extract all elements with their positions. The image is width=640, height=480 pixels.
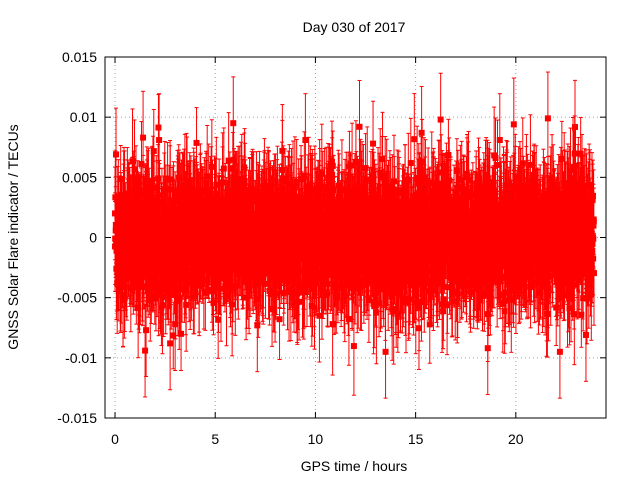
data-point — [133, 267, 140, 274]
data-point — [293, 178, 300, 185]
data-point — [280, 175, 287, 182]
data-point — [129, 158, 136, 165]
data-point — [219, 179, 226, 186]
data-point — [160, 293, 167, 300]
data-point — [147, 297, 154, 304]
data-point — [208, 163, 215, 170]
data-point — [253, 198, 260, 205]
data-point — [134, 196, 141, 203]
data-point — [152, 295, 159, 302]
data-point — [186, 266, 193, 273]
data-point — [151, 208, 158, 215]
data-point — [155, 175, 162, 182]
data-point — [291, 184, 298, 191]
data-point — [226, 202, 233, 209]
data-point — [148, 181, 155, 188]
data-point — [202, 289, 209, 296]
data-point — [191, 187, 198, 194]
data-point — [223, 293, 230, 300]
data-point — [286, 181, 293, 188]
data-point — [220, 165, 227, 172]
data-point — [173, 284, 180, 291]
data-point — [301, 172, 308, 179]
data-point — [136, 278, 143, 285]
data-point — [170, 332, 177, 339]
data-point — [260, 269, 267, 276]
data-point — [235, 186, 242, 193]
data-point — [145, 190, 152, 197]
data-point — [155, 291, 162, 298]
data-point — [217, 285, 224, 292]
data-point — [204, 173, 211, 180]
data-point — [296, 298, 303, 305]
data-point — [262, 280, 269, 287]
data-series — [112, 71, 597, 399]
data-point — [193, 139, 200, 146]
data-point — [155, 124, 162, 131]
data-point — [182, 203, 189, 210]
data-point — [276, 316, 283, 323]
data-point — [138, 160, 145, 167]
data-point — [178, 330, 185, 337]
data-point — [197, 189, 204, 196]
data-point — [213, 181, 220, 188]
data-point — [190, 281, 197, 288]
